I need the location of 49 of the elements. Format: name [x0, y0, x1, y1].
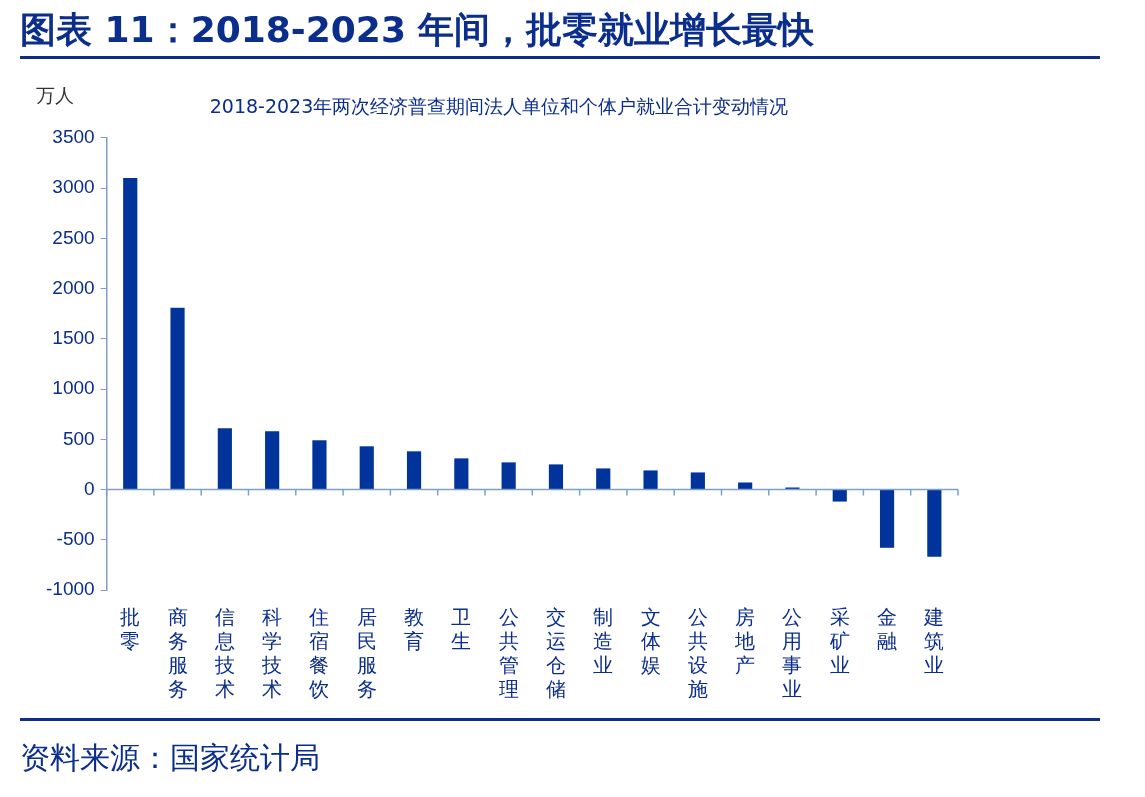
- y-tick-label: 2500: [52, 226, 95, 248]
- x-tick-label: 批零: [120, 605, 141, 652]
- bar: [596, 468, 611, 490]
- x-tick-label: 居民服务: [356, 605, 377, 700]
- x-tick-label: 文体娱: [640, 605, 661, 676]
- y-tick-label: 0: [84, 477, 95, 499]
- bar: [501, 462, 516, 490]
- bar: [832, 490, 847, 502]
- x-tick-label: 商务服务: [167, 605, 188, 700]
- chart-title: 图表 11：2018-2023 年间，批零就业增长最快: [20, 8, 815, 52]
- bar: [927, 490, 942, 557]
- x-tick-label: 金融: [877, 605, 898, 652]
- x-tick-label: 公共管理: [498, 605, 519, 700]
- bar: [170, 307, 185, 490]
- bar: [454, 458, 469, 490]
- bar: [738, 482, 753, 490]
- x-tick-label: 公用事业: [782, 605, 803, 700]
- x-tick-label: 教育: [404, 605, 425, 652]
- x-tick-label: 公共设施: [687, 605, 708, 700]
- bar: [359, 446, 374, 490]
- x-tick-label: 信息技术: [213, 605, 235, 700]
- bar: [217, 428, 232, 490]
- x-tick-label: 制造业: [593, 605, 614, 676]
- y-tick-label: 3000: [52, 176, 95, 198]
- bar: [690, 472, 705, 490]
- bar: [406, 451, 422, 490]
- bar: [643, 470, 658, 490]
- x-tick-label: 交运仓储: [545, 605, 566, 700]
- bar: [879, 490, 895, 548]
- x-tick-label: 房地产: [734, 605, 756, 676]
- x-tick-label: 建筑业: [923, 605, 945, 676]
- y-tick-label: 500: [62, 427, 95, 449]
- y-tick-label: 1500: [52, 327, 95, 349]
- chart-subtitle: 2018-2023年两次经济普查期间法人单位和个体户就业合计变动情况: [209, 95, 789, 118]
- bar: [123, 178, 138, 490]
- x-tick-label: 卫生: [451, 605, 472, 652]
- x-tick-label: 科学技术: [261, 605, 283, 700]
- bar: [265, 431, 280, 490]
- bar: [312, 440, 327, 490]
- x-tick-label: 住宿餐饮: [308, 605, 330, 700]
- y-tick-label: 1000: [52, 377, 95, 399]
- x-tick-label: 采矿业: [828, 605, 850, 676]
- y-tick-label: 2000: [52, 276, 95, 298]
- bar: [548, 464, 564, 490]
- y-tick-label: 3500: [52, 126, 95, 148]
- text: 资料来源：国家统计局: [20, 739, 320, 777]
- y-axis-title: 万人: [35, 84, 74, 106]
- y-tick-label: -1000: [45, 578, 95, 600]
- y-tick-label: -500: [56, 527, 95, 549]
